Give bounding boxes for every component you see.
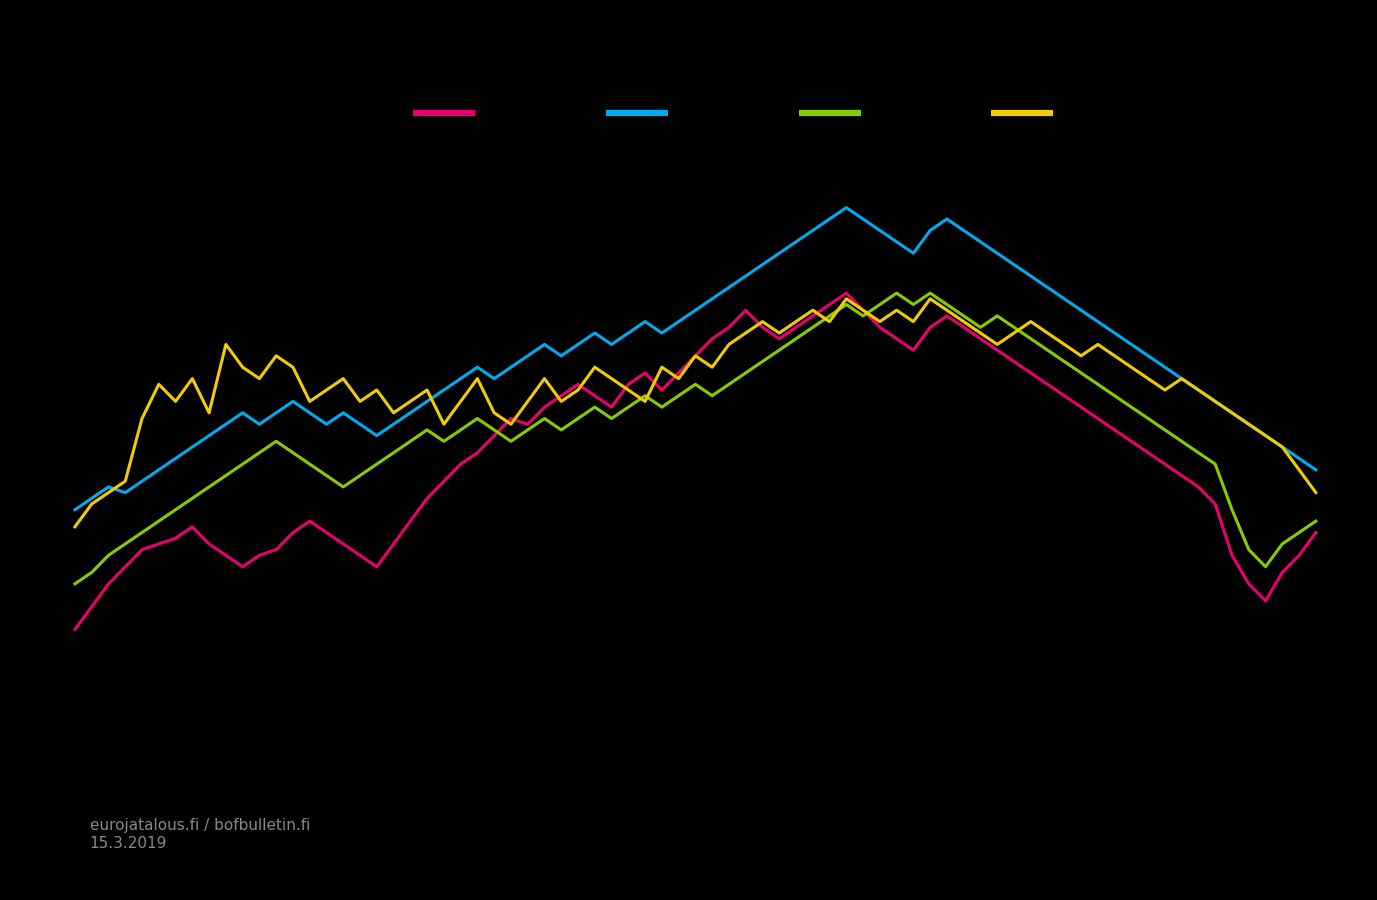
Text: eurojatalous.fi / bofbulletin.fi
15.3.2019: eurojatalous.fi / bofbulletin.fi 15.3.20… <box>90 818 310 850</box>
